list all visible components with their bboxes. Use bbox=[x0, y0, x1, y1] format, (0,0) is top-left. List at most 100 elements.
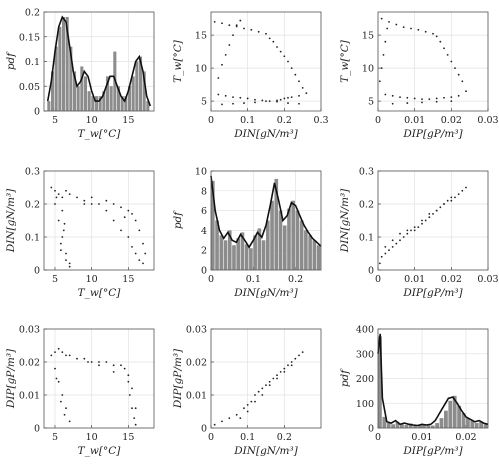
x-tick-label: 0.01 bbox=[411, 432, 432, 443]
scatter-point bbox=[435, 35, 438, 38]
scatter-point bbox=[224, 94, 227, 97]
plot-area bbox=[44, 329, 154, 428]
scatter-point bbox=[435, 209, 438, 212]
scatter-point bbox=[417, 226, 420, 229]
y-tick-label: 10 bbox=[195, 167, 207, 178]
y-tick-label: 0 bbox=[34, 266, 40, 277]
scatter-point bbox=[276, 100, 278, 103]
x-tick-label: 0.1 bbox=[246, 274, 261, 285]
scatter-point bbox=[228, 417, 231, 419]
scatter-point bbox=[254, 98, 256, 101]
x-tick-label: 0.03 bbox=[477, 274, 498, 285]
scatter-point bbox=[54, 189, 56, 192]
histogram-bar bbox=[435, 423, 439, 428]
scatter-point bbox=[59, 400, 62, 403]
scatter-point bbox=[410, 27, 412, 30]
panel-7: 5 10 15 0 0.01 0.02 0.03 T_w[°C] DIP[gP/m³] bbox=[5, 325, 155, 457]
histogram-bar bbox=[378, 336, 382, 428]
histogram-bar bbox=[253, 235, 257, 270]
scatter-point bbox=[428, 98, 431, 101]
scatter-point bbox=[131, 407, 133, 410]
scatter-point bbox=[413, 97, 416, 100]
x-tick-label: 5 bbox=[52, 274, 58, 285]
y-tick-label: 0.03 bbox=[19, 325, 40, 336]
x-tick-label: 0.01 bbox=[404, 115, 425, 126]
x-tick-label: 0.3 bbox=[313, 115, 328, 126]
scatter-point bbox=[65, 252, 67, 255]
x-axis-label: DIN[gN/m³] bbox=[233, 287, 298, 299]
histogram-bar bbox=[470, 420, 475, 428]
scatter-point bbox=[298, 94, 300, 97]
histogram-bar bbox=[80, 66, 84, 111]
histogram-bar bbox=[50, 71, 55, 111]
y-tick-label: 5 bbox=[201, 97, 207, 108]
histogram-bar bbox=[131, 76, 135, 111]
histogram-bar bbox=[98, 96, 102, 111]
scatter-point bbox=[120, 206, 122, 209]
histogram-bar bbox=[466, 418, 470, 428]
scatter-point bbox=[83, 199, 86, 202]
plot-frame bbox=[43, 11, 155, 112]
scatter-point bbox=[272, 377, 275, 380]
x-axis-label: DIN[gN/m³] bbox=[233, 445, 298, 457]
y-tick-label: 0.02 bbox=[186, 358, 207, 369]
scatter-point bbox=[217, 77, 220, 79]
scatter-point bbox=[57, 347, 60, 350]
scatter-point bbox=[276, 377, 278, 380]
scatter-point bbox=[65, 189, 67, 192]
x-tick-label: 0 bbox=[375, 274, 381, 285]
scatter-point bbox=[461, 189, 464, 192]
scatter-point bbox=[105, 209, 108, 212]
histogram-bar bbox=[236, 238, 241, 270]
scatter-point bbox=[105, 199, 108, 202]
x-tick-label: 15 bbox=[122, 432, 134, 443]
histogram-bar bbox=[146, 101, 150, 111]
scatter-point bbox=[276, 99, 278, 102]
scatter-point bbox=[68, 193, 71, 196]
scatter-point bbox=[391, 102, 394, 105]
scatter-point bbox=[65, 354, 67, 357]
scatter-point bbox=[232, 34, 234, 36]
histogram-bar bbox=[430, 425, 435, 428]
histogram-bar bbox=[316, 245, 321, 270]
scatter-point bbox=[76, 196, 78, 199]
panel-5: 0 0.1 0.2 0 2 4 6 8 10 DIN[gN/m³] pdf bbox=[172, 167, 322, 299]
y-axis-label: T_w[°C] bbox=[339, 39, 351, 83]
x-axis-label: DIN[gN/m³] bbox=[233, 128, 298, 140]
scatter-point bbox=[384, 93, 387, 96]
y-tick-label: 0.02 bbox=[19, 358, 40, 369]
scatter-point bbox=[55, 196, 58, 199]
y-tick-label: 10 bbox=[362, 64, 374, 75]
histogram-bar bbox=[249, 248, 253, 270]
scatter-point bbox=[435, 100, 438, 103]
scatter-point bbox=[68, 354, 71, 357]
scatter-point bbox=[134, 407, 137, 410]
scatter-point bbox=[235, 413, 238, 416]
scatter-point bbox=[432, 213, 434, 215]
scatter-point bbox=[224, 54, 227, 56]
scatter-point bbox=[112, 203, 115, 205]
histogram-bar bbox=[232, 245, 236, 270]
scatter-point bbox=[57, 193, 60, 196]
histogram-bar bbox=[223, 240, 228, 270]
scatter-point bbox=[235, 24, 238, 27]
scatter-point bbox=[54, 203, 56, 205]
scatter-point bbox=[50, 354, 53, 357]
scatter-point bbox=[424, 30, 427, 33]
scatter-point bbox=[454, 67, 456, 69]
scatter-point bbox=[228, 44, 231, 46]
scatter-point bbox=[246, 404, 249, 406]
scatter-point bbox=[76, 357, 78, 360]
scatter-point bbox=[265, 32, 267, 35]
scatter-point bbox=[380, 17, 383, 20]
histogram-bar bbox=[426, 425, 431, 428]
scatter-point bbox=[421, 219, 423, 222]
scatter-point bbox=[68, 420, 71, 423]
histogram-bar bbox=[400, 424, 404, 428]
x-tick-label: 5 bbox=[52, 115, 58, 126]
scatter-point bbox=[413, 226, 416, 229]
scatter-point bbox=[272, 40, 275, 43]
scatter-point bbox=[120, 229, 122, 232]
scatter-point bbox=[127, 374, 130, 377]
